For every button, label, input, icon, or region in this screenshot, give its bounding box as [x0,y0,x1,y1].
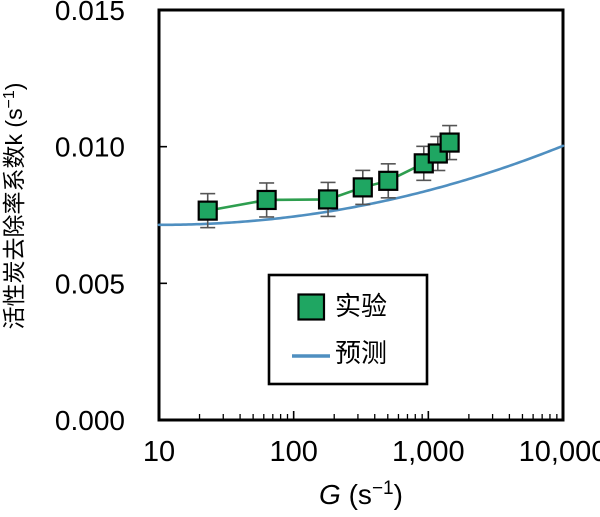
svg-text:0.005: 0.005 [55,268,125,299]
svg-text:100: 100 [269,436,317,468]
svg-text:G (s−1): G (s−1) [319,478,403,511]
svg-text:1,000: 1,000 [392,436,465,468]
svg-text:实验: 实验 [335,291,387,321]
svg-text:10: 10 [143,436,175,468]
svg-text:预测: 预测 [335,338,387,368]
svg-text:0.000: 0.000 [55,405,125,436]
svg-text:0.010: 0.010 [55,132,125,163]
svg-text:0.015: 0.015 [55,0,125,26]
svg-text:活性炭去除率系数k (s−1): 活性炭去除率系数k (s−1) [1,83,28,330]
svg-text:10,000: 10,000 [519,436,600,468]
